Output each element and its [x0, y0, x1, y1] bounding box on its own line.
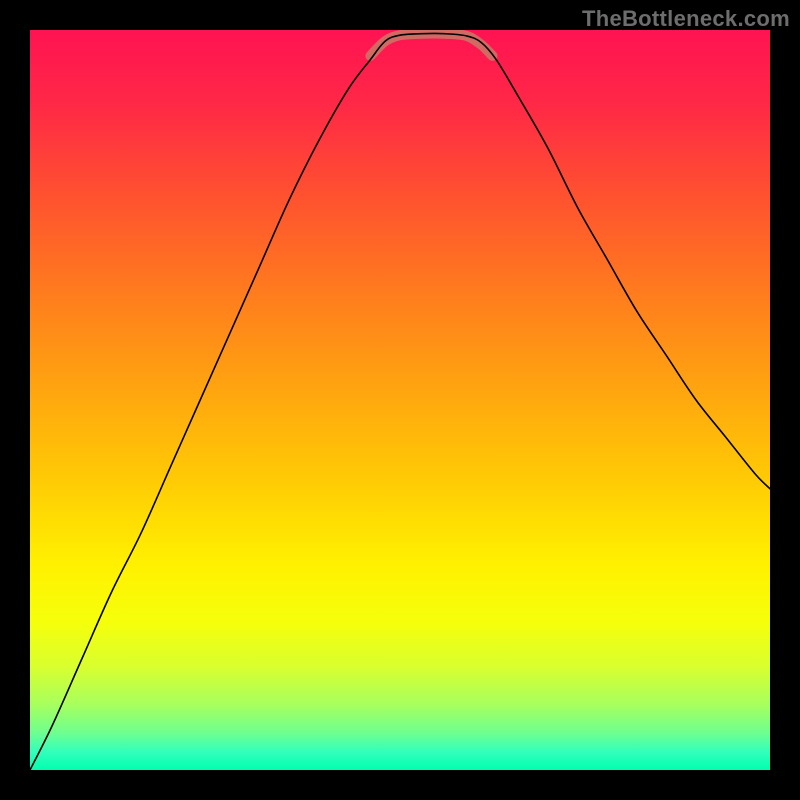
chart-container: TheBottleneck.com: [0, 0, 800, 800]
bottom-band: [370, 33, 492, 55]
bottleneck-curve-plot: [30, 30, 770, 770]
v-curve: [30, 33, 770, 770]
watermark-text: TheBottleneck.com: [582, 6, 790, 32]
